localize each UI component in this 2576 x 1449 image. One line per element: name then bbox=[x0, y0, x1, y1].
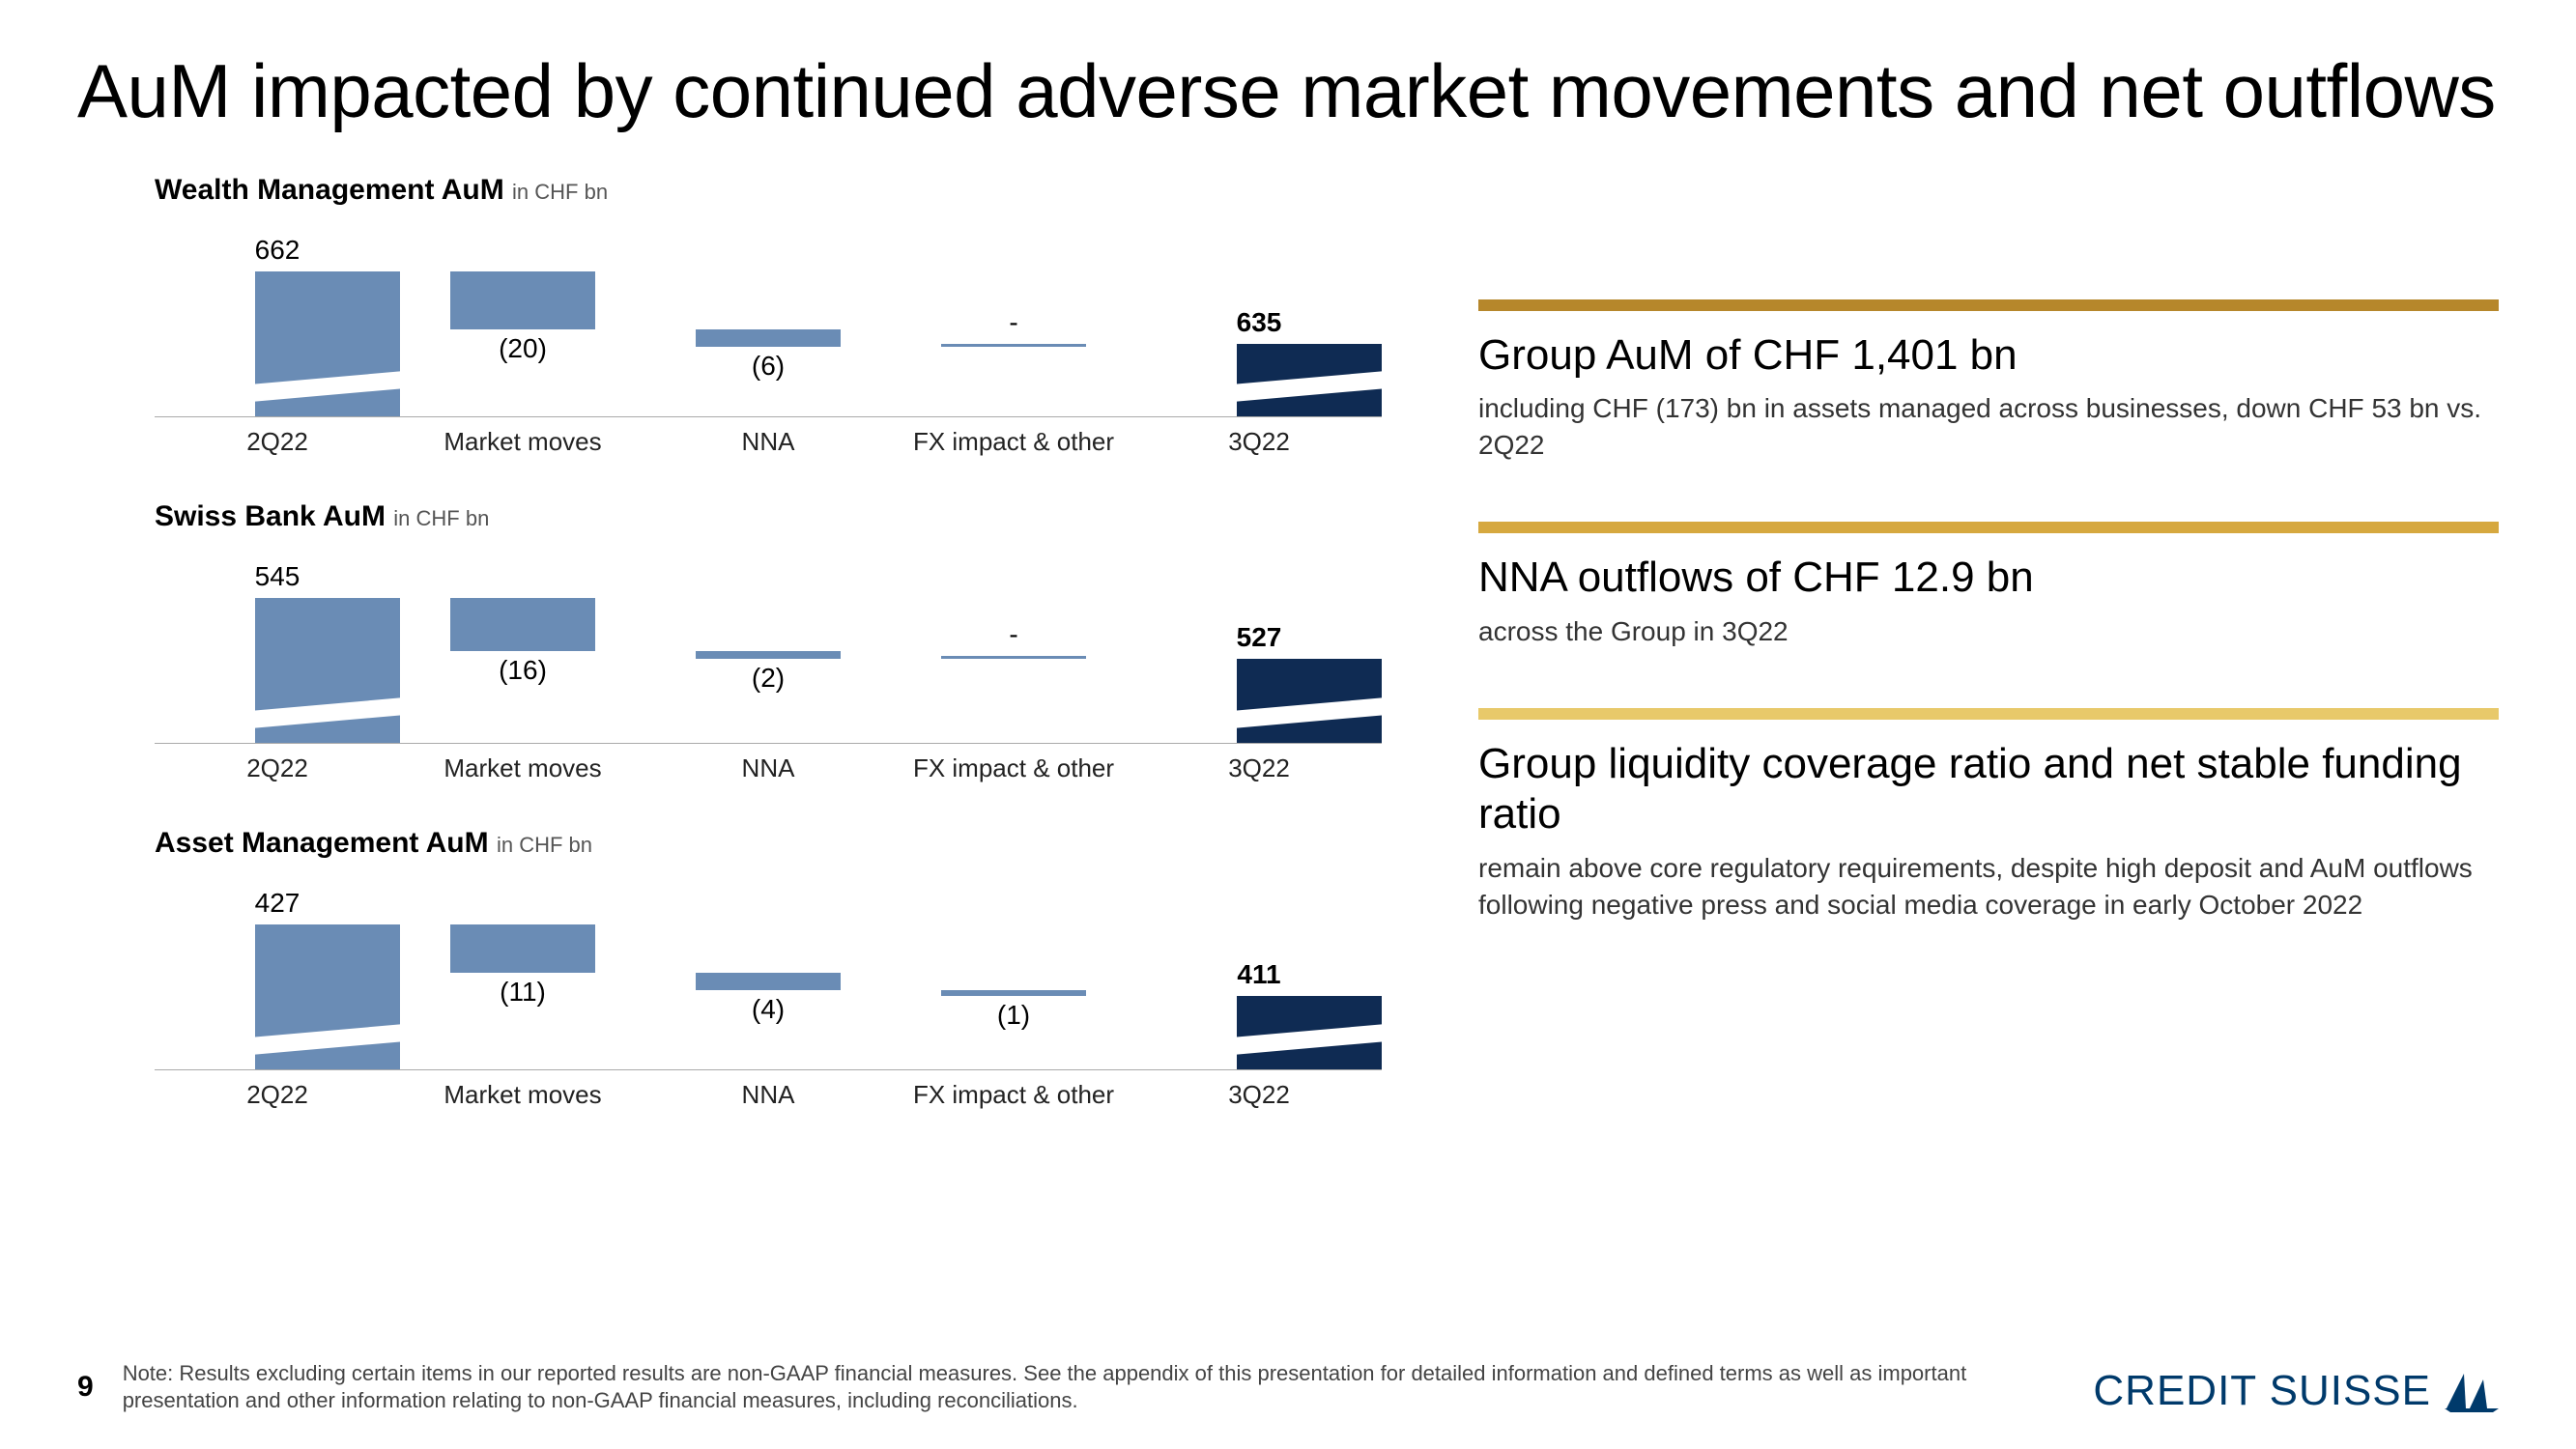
axis-label: NNA bbox=[645, 1080, 891, 1110]
waterfall-axis-labels: 2Q22Market movesNNAFX impact & other3Q22 bbox=[155, 427, 1382, 457]
brand: CREDIT SUISSE bbox=[2093, 1367, 2499, 1415]
waterfall-col: 427 bbox=[155, 877, 400, 1069]
charts-column: Wealth Management AuM in CHF bn 662 (20)(6… bbox=[77, 174, 1382, 1153]
sails-icon bbox=[2445, 1370, 2499, 1412]
waterfall-value: 427 bbox=[155, 888, 400, 919]
chart-title: Asset Management AuM in CHF bn bbox=[155, 827, 1382, 860]
page-title: AuM impacted by continued adverse market… bbox=[77, 48, 2499, 135]
waterfall-value: (4) bbox=[645, 994, 891, 1025]
waterfall-body: 545 (16)(2)-527 bbox=[155, 551, 1382, 744]
waterfall-bar bbox=[696, 329, 841, 347]
axis-label: 3Q22 bbox=[1136, 1080, 1382, 1110]
waterfall-col: - bbox=[891, 224, 1136, 416]
waterfall-value: (11) bbox=[400, 977, 645, 1008]
waterfall-col: (1) bbox=[891, 877, 1136, 1069]
waterfall-value: (2) bbox=[645, 663, 891, 694]
waterfall-value: 411 bbox=[1136, 959, 1382, 990]
waterfall-col: 545 bbox=[155, 551, 400, 743]
axis-label: Market moves bbox=[400, 1080, 645, 1110]
chart-unit: in CHF bn bbox=[497, 833, 592, 857]
axis-label: FX impact & other bbox=[891, 753, 1136, 783]
callout: NNA outflows of CHF 12.9 bn across the Gr… bbox=[1478, 522, 2499, 650]
waterfall-col: 662 bbox=[155, 224, 400, 416]
axis-label: 2Q22 bbox=[155, 427, 400, 457]
axis-label: Market moves bbox=[400, 427, 645, 457]
waterfall-col: 527 bbox=[1136, 551, 1382, 743]
callouts-column: Group AuM of CHF 1,401 bn including CHF (… bbox=[1478, 174, 2499, 1153]
callout-accent-bar bbox=[1478, 708, 2499, 720]
waterfall-bar bbox=[941, 344, 1086, 347]
axis-label: 2Q22 bbox=[155, 753, 400, 783]
callout-body: including CHF (173) bn in assets managed… bbox=[1478, 390, 2499, 464]
chart-unit: in CHF bn bbox=[393, 506, 489, 530]
waterfall-bar bbox=[1237, 344, 1382, 416]
callout-body: across the Group in 3Q22 bbox=[1478, 613, 2499, 650]
chart-title: Swiss Bank AuM in CHF bn bbox=[155, 500, 1382, 533]
waterfall-col: (4) bbox=[645, 877, 891, 1069]
waterfall-value: (6) bbox=[645, 351, 891, 382]
waterfall-bar bbox=[255, 598, 400, 743]
waterfall-body: 427 (11)(4)(1)411 bbox=[155, 877, 1382, 1070]
slide: AuM impacted by continued adverse market… bbox=[0, 0, 2576, 1449]
waterfall-col: - bbox=[891, 551, 1136, 743]
brand-text: CREDIT SUISSE bbox=[2093, 1367, 2431, 1415]
waterfall-col: (2) bbox=[645, 551, 891, 743]
waterfall-axis-labels: 2Q22Market movesNNAFX impact & other3Q22 bbox=[155, 1080, 1382, 1110]
waterfall-bar bbox=[450, 598, 595, 651]
waterfall-value: (16) bbox=[400, 655, 645, 686]
waterfall-value: 527 bbox=[1136, 622, 1382, 653]
waterfall-bar bbox=[450, 924, 595, 973]
waterfall-col: (20) bbox=[400, 224, 645, 416]
axis-label: 3Q22 bbox=[1136, 427, 1382, 457]
waterfall-col: (6) bbox=[645, 224, 891, 416]
content-row: Wealth Management AuM in CHF bn 662 (20)(6… bbox=[77, 174, 2499, 1153]
axis-label: NNA bbox=[645, 427, 891, 457]
callout-title: Group liquidity coverage ratio and net s… bbox=[1478, 739, 2499, 841]
waterfall-bar bbox=[1237, 996, 1382, 1069]
waterfall-value: (1) bbox=[891, 1000, 1136, 1031]
waterfall-col: (11) bbox=[400, 877, 645, 1069]
callout: Group AuM of CHF 1,401 bn including CHF (… bbox=[1478, 299, 2499, 464]
callout-body: remain above core regulatory requirement… bbox=[1478, 850, 2499, 923]
waterfall-bar bbox=[696, 973, 841, 990]
waterfall-chart: Wealth Management AuM in CHF bn 662 (20)(6… bbox=[155, 174, 1382, 457]
page-number: 9 bbox=[77, 1371, 94, 1404]
callout-title: NNA outflows of CHF 12.9 bn bbox=[1478, 553, 2499, 604]
waterfall-col: 411 bbox=[1136, 877, 1382, 1069]
waterfall-axis-labels: 2Q22Market movesNNAFX impact & other3Q22 bbox=[155, 753, 1382, 783]
axis-label: NNA bbox=[645, 753, 891, 783]
waterfall-col: (16) bbox=[400, 551, 645, 743]
waterfall-bar bbox=[696, 651, 841, 659]
footer: 9 Note: Results excluding certain items … bbox=[77, 1360, 2499, 1415]
callout-accent-bar bbox=[1478, 522, 2499, 533]
waterfall-body: 662 (20)(6)-635 bbox=[155, 224, 1382, 417]
waterfall-value: - bbox=[891, 619, 1136, 650]
waterfall-bar bbox=[1237, 659, 1382, 743]
waterfall-bar bbox=[450, 271, 595, 329]
waterfall-bar bbox=[941, 990, 1086, 996]
footnote: Note: Results excluding certain items in… bbox=[123, 1360, 2065, 1415]
chart-title: Wealth Management AuM in CHF bn bbox=[155, 174, 1382, 207]
axis-label: FX impact & other bbox=[891, 427, 1136, 457]
axis-label: 2Q22 bbox=[155, 1080, 400, 1110]
callout-title: Group AuM of CHF 1,401 bn bbox=[1478, 330, 2499, 382]
callout-accent-bar bbox=[1478, 299, 2499, 311]
waterfall-value: 662 bbox=[155, 235, 400, 266]
waterfall-bar bbox=[255, 924, 400, 1069]
chart-unit: in CHF bn bbox=[512, 180, 608, 204]
waterfall-chart: Swiss Bank AuM in CHF bn 545 (16)(2)-527 2Q… bbox=[155, 500, 1382, 783]
waterfall-col: 635 bbox=[1136, 224, 1382, 416]
waterfall-value: 635 bbox=[1136, 307, 1382, 338]
waterfall-value: - bbox=[891, 307, 1136, 338]
waterfall-value: 545 bbox=[155, 561, 400, 592]
axis-label: 3Q22 bbox=[1136, 753, 1382, 783]
axis-label: Market moves bbox=[400, 753, 645, 783]
waterfall-bar bbox=[941, 656, 1086, 659]
callout: Group liquidity coverage ratio and net s… bbox=[1478, 708, 2499, 923]
waterfall-value: (20) bbox=[400, 333, 645, 364]
axis-label: FX impact & other bbox=[891, 1080, 1136, 1110]
waterfall-chart: Asset Management AuM in CHF bn 427 (11)(4)… bbox=[155, 827, 1382, 1110]
waterfall-bar bbox=[255, 271, 400, 416]
